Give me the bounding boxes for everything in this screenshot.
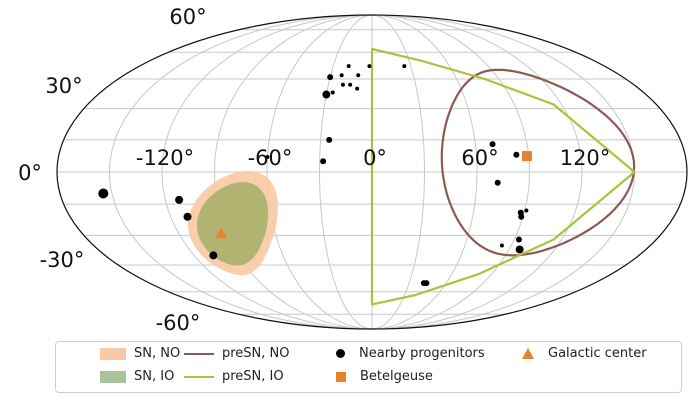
- lon-tick-label: 0°: [363, 146, 387, 170]
- legend-triangle-icon: [522, 348, 534, 359]
- region-presn-io: [370, 47, 636, 306]
- progenitor-point: [322, 90, 331, 99]
- legend-patch: [100, 347, 126, 360]
- lat-tick-label: 0°: [18, 161, 42, 185]
- progenitor-point: [346, 64, 351, 69]
- legend-line: [184, 375, 214, 378]
- progenitor-point: [402, 64, 407, 69]
- legend-line: [184, 352, 214, 355]
- progenitor-point: [513, 151, 520, 158]
- progenitor-point: [515, 245, 524, 254]
- progenitor-point: [339, 73, 344, 78]
- legend-item: Betelgeuse: [326, 369, 433, 384]
- progenitor-point: [348, 82, 353, 87]
- legend-label: Betelgeuse: [360, 369, 433, 384]
- progenitor-point: [524, 208, 529, 213]
- sky-map-svg: 60° 30° 0° -30° -60° -120° -60° 0° 60° 120°: [18, 5, 688, 335]
- progenitor-point: [423, 280, 430, 287]
- legend-item: Nearby progenitors: [326, 346, 485, 361]
- legend-label: SN, NO: [134, 346, 181, 361]
- progenitor-point: [367, 64, 372, 69]
- progenitor-point: [499, 243, 504, 248]
- legend-circle-icon: [336, 349, 345, 358]
- progenitor-point: [327, 74, 334, 81]
- lon-tick-label: 120°: [560, 146, 611, 170]
- lon-tick-label: -60°: [248, 146, 293, 170]
- legend-label: Galactic center: [548, 346, 647, 361]
- legend-item: preSN, IO: [184, 369, 284, 384]
- legend-item: SN, IO: [100, 369, 174, 384]
- progenitor-point: [209, 251, 218, 260]
- progenitor-point: [175, 195, 184, 204]
- legend-label: Nearby progenitors: [359, 346, 485, 361]
- legend-label: preSN, NO: [222, 346, 290, 361]
- progenitor-point: [340, 82, 345, 87]
- progenitor-point: [489, 141, 496, 148]
- legend-square-icon: [336, 371, 346, 382]
- progenitor-point: [183, 212, 192, 221]
- lat-tick-label: -30°: [40, 248, 85, 272]
- galactic-center-marker: [215, 227, 228, 239]
- sky-map: 60° 30° 0° -30° -60° -120° -60° 0° 60° 120°: [18, 5, 688, 335]
- progenitor-point: [494, 179, 501, 186]
- lon-tick-label: -120°: [136, 146, 194, 170]
- legend-label: SN, IO: [134, 369, 175, 384]
- region-sn-io: [197, 182, 269, 266]
- lat-tick-label: -60°: [156, 311, 201, 335]
- progenitor-point: [265, 154, 270, 159]
- legend-item: Galactic center: [514, 346, 647, 361]
- betelgeuse-marker: [521, 151, 532, 162]
- lon-tick-label: 60°: [461, 146, 498, 170]
- progenitor-point: [515, 236, 522, 243]
- region-presn-no: [440, 68, 636, 257]
- map-boundary: [56, 14, 688, 330]
- legend-item: SN, NO: [100, 346, 180, 361]
- legend-patch: [100, 370, 126, 383]
- progenitor-point: [355, 86, 360, 91]
- progenitor-point: [98, 188, 109, 199]
- legend-label: preSN, IO: [222, 369, 284, 384]
- progenitor-point: [320, 158, 327, 165]
- lat-tick-label: 30°: [45, 74, 82, 98]
- progenitor-point: [518, 213, 525, 220]
- progenitor-point: [330, 90, 335, 95]
- progenitor-point: [356, 73, 361, 78]
- legend: SN, NO SN, IO preSN, NO preSN, IO Nearby pro…: [55, 341, 682, 393]
- legend-item: preSN, NO: [184, 346, 290, 361]
- lat-tick-label: 60°: [169, 5, 206, 29]
- progenitor-point: [326, 136, 333, 143]
